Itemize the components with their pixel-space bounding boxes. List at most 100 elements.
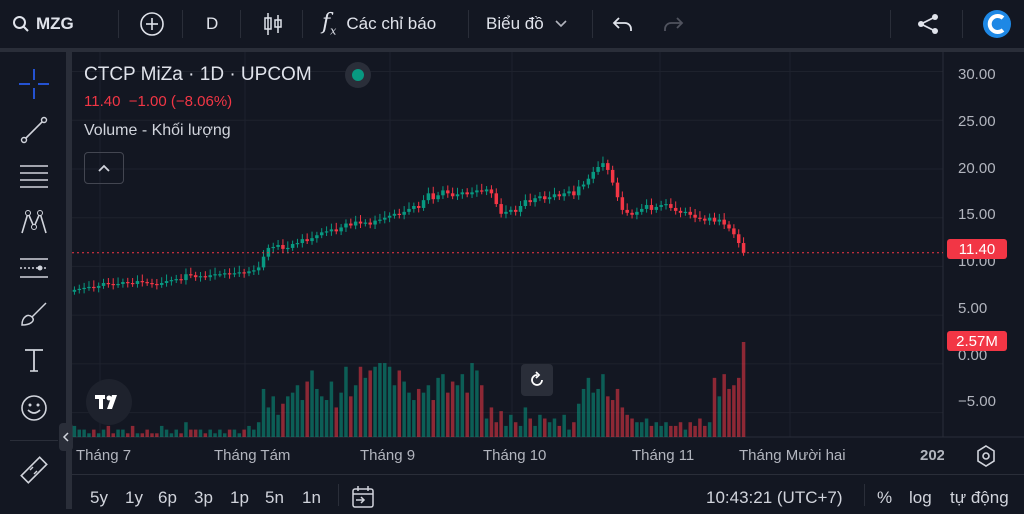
candle-body — [635, 211, 639, 215]
volume-bar — [513, 422, 518, 437]
redo-button[interactable] — [662, 0, 684, 48]
pattern-icon — [21, 210, 47, 234]
volume-bar — [295, 385, 300, 437]
time-axis-label: Tháng Tám — [214, 447, 291, 464]
text-tool[interactable] — [14, 342, 54, 378]
candle-body — [470, 192, 474, 195]
volume-bar — [179, 433, 183, 437]
symbol-label: MZG — [36, 14, 74, 33]
candle-body — [499, 204, 503, 214]
indicators-button[interactable]: fx Các chỉ báo — [322, 0, 436, 48]
brush-tool[interactable] — [14, 296, 54, 332]
auto-scale-toggle[interactable]: tự động — [950, 488, 1009, 507]
candle-body — [213, 274, 217, 276]
trendline-tool[interactable] — [14, 112, 54, 148]
range-5n[interactable]: 5n — [265, 488, 284, 507]
candle-body — [610, 169, 615, 183]
gear-icon — [977, 445, 995, 467]
volume-bar — [198, 429, 203, 437]
candle-body — [479, 190, 484, 192]
candle-body — [164, 281, 169, 283]
volume-bar — [678, 422, 683, 437]
tv-logo-icon — [95, 395, 117, 409]
volume-bar — [101, 429, 106, 437]
pattern-tool[interactable] — [14, 204, 54, 240]
volume-bar — [552, 418, 557, 437]
range-1y[interactable]: 1y — [125, 488, 143, 507]
volume-bar — [256, 422, 261, 437]
fib-tool[interactable] — [14, 158, 54, 194]
toolbar-divider — [10, 440, 58, 441]
chart-type-dropdown[interactable]: Biểu đồ — [486, 0, 568, 48]
range-3p[interactable]: 3p — [194, 488, 213, 507]
volume-indicator-label[interactable]: Volume - Khối lượng — [84, 122, 231, 139]
candle-body — [203, 276, 208, 278]
percent-scale-toggle[interactable]: % — [877, 488, 893, 507]
brush-icon — [21, 302, 47, 326]
volume-bar — [383, 363, 387, 437]
clock-timezone[interactable]: 10:43:21 (UTC+7) — [706, 488, 843, 507]
volume-bar — [329, 381, 334, 437]
volume-bar — [567, 429, 571, 437]
volume-bar — [581, 388, 586, 437]
grid — [72, 52, 943, 437]
axis-settings-button[interactable] — [974, 444, 998, 473]
tradingview-logo[interactable] — [86, 379, 132, 425]
candle-body — [736, 234, 741, 244]
volume-bar — [543, 418, 547, 437]
range-6p[interactable]: 6p — [158, 488, 177, 507]
candle-body — [644, 205, 649, 209]
candle-body — [96, 285, 101, 288]
volume-bar — [659, 425, 663, 437]
range-5y[interactable]: 5y — [90, 488, 108, 507]
range-1n[interactable]: 1n — [302, 488, 321, 507]
candle-body — [179, 279, 183, 281]
candle-body — [572, 191, 576, 196]
volume-bar — [140, 433, 145, 437]
volume-bar — [402, 381, 406, 437]
app-logo[interactable] — [982, 0, 1012, 48]
share-button[interactable] — [916, 0, 940, 48]
volume-bar — [324, 400, 329, 437]
candle-body — [717, 219, 722, 222]
candle-body — [732, 228, 736, 235]
candle-body — [87, 286, 91, 289]
volume-bar — [484, 418, 489, 437]
chart-style-button[interactable] — [262, 0, 284, 48]
candle-body — [741, 243, 746, 253]
price-chart[interactable] — [72, 52, 1024, 509]
volume-bars — [72, 342, 746, 437]
crosshair-icon — [19, 69, 49, 99]
candle-body — [591, 171, 596, 179]
collapse-toolbar-button[interactable] — [59, 423, 73, 451]
symbol-search[interactable]: MZG — [12, 0, 74, 48]
goto-date-button[interactable] — [350, 485, 376, 514]
log-scale-toggle[interactable]: log — [909, 488, 932, 507]
candle-body — [111, 283, 115, 286]
last-price-tag: 11.40 — [947, 239, 1007, 259]
forecast-tool[interactable] — [14, 250, 54, 286]
market-status-indicator[interactable] — [345, 62, 371, 88]
volume-bar — [276, 414, 280, 437]
collapse-legend-button[interactable] — [84, 152, 124, 184]
volume-bar — [164, 429, 169, 437]
crosshair-tool[interactable] — [14, 66, 54, 102]
candles-icon — [264, 13, 282, 35]
volume-bar — [169, 433, 174, 437]
volume-bar — [358, 366, 363, 437]
compare-button[interactable] — [140, 0, 164, 48]
volume-bar — [319, 396, 324, 437]
candle-body — [155, 283, 159, 286]
emoji-tool[interactable] — [14, 390, 54, 426]
candle-body — [703, 218, 707, 221]
measure-tool[interactable] — [14, 452, 54, 488]
candle-body — [368, 222, 372, 225]
interval-button[interactable]: D — [206, 14, 219, 33]
candle-body — [169, 280, 174, 282]
range-1p[interactable]: 1p — [230, 488, 249, 507]
volume-bar — [741, 342, 746, 437]
volume-bar — [392, 385, 397, 437]
volume-bar — [625, 414, 629, 437]
reset-chart-button[interactable] — [521, 364, 553, 396]
undo-button[interactable] — [612, 0, 634, 48]
